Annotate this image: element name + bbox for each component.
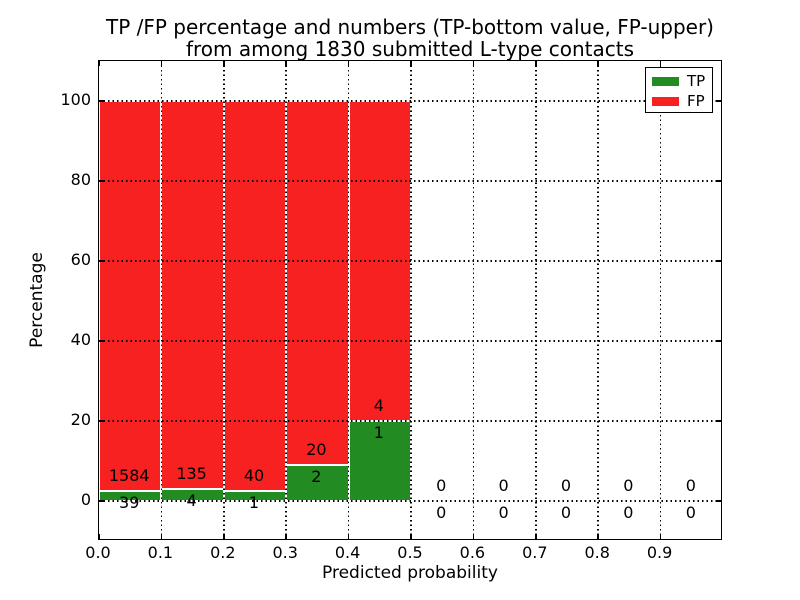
x-tick-mark-top xyxy=(98,61,100,66)
chart-title-line2: from among 1830 submitted L-type contact… xyxy=(185,37,635,61)
fp-bar-segment xyxy=(161,101,224,490)
y-tick-mark-right xyxy=(716,260,721,262)
x-tick-mark-top xyxy=(659,61,662,66)
x-tick-mark-top xyxy=(223,61,225,66)
tp-count-label: 1 xyxy=(373,423,384,442)
tp-count-label: 0 xyxy=(685,503,696,522)
chart-title-line1: TP /FP percentage and numbers (TP-bottom… xyxy=(106,15,714,39)
x-tick-label: 0.7 xyxy=(522,543,548,562)
x-tick-mark-top xyxy=(160,61,163,66)
x-tick-mark xyxy=(535,534,537,539)
vertical-gridline xyxy=(659,61,662,539)
tp-count-label: 1 xyxy=(248,493,260,513)
horizontal-gridline xyxy=(99,260,721,262)
x-tick-mark xyxy=(472,534,475,539)
vertical-gridline xyxy=(410,61,412,539)
legend-entry-tp: TP xyxy=(646,71,712,91)
y-tick-mark xyxy=(99,180,104,182)
plot-area xyxy=(98,60,722,540)
horizontal-gridline xyxy=(99,420,721,422)
fp-bar-segment xyxy=(223,101,287,492)
y-tick-mark xyxy=(99,340,104,342)
vertical-gridline xyxy=(597,61,599,539)
x-tick-mark-top xyxy=(472,61,475,66)
x-tick-mark xyxy=(98,534,100,539)
tp-count-label: 2 xyxy=(311,466,322,486)
y-tick-mark-right xyxy=(716,500,721,502)
legend-entry-fp: FP xyxy=(646,91,712,111)
vertical-gridline xyxy=(160,61,163,539)
x-tick-mark-top xyxy=(535,61,537,66)
y-tick-label: 0 xyxy=(80,490,91,509)
vertical-gridline xyxy=(347,61,350,539)
y-tick-mark xyxy=(99,100,104,102)
vertical-gridline xyxy=(535,61,537,539)
tp-count-label: 4 xyxy=(186,491,197,511)
vertical-gridline xyxy=(223,61,225,539)
x-tick-mark-top xyxy=(285,61,287,66)
x-tick-mark xyxy=(223,534,225,539)
horizontal-gridline xyxy=(99,500,721,502)
x-tick-label: 0.8 xyxy=(584,543,610,562)
fp-count-label: 135 xyxy=(176,464,207,484)
tp-count-label: 0 xyxy=(498,503,509,522)
fp-count-label: 20 xyxy=(306,439,327,459)
fp-count-label: 1584 xyxy=(108,466,150,486)
x-axis-label: Predicted probability xyxy=(322,563,498,583)
x-tick-label: 0.2 xyxy=(210,543,236,562)
x-tick-label: 0.9 xyxy=(646,543,673,562)
y-tick-mark-right xyxy=(716,420,721,422)
y-tick-label: 20 xyxy=(70,410,91,429)
tp-count-label: 39 xyxy=(119,493,140,513)
x-tick-label: 0.0 xyxy=(85,543,111,562)
y-tick-mark xyxy=(99,260,104,262)
fp-count-label: 0 xyxy=(498,476,509,495)
tp-count-label: 0 xyxy=(436,503,447,522)
tp-color-swatch xyxy=(652,76,679,86)
vertical-gridline xyxy=(285,61,287,539)
x-tick-label: 0.3 xyxy=(272,543,298,562)
fp-count-label: 0 xyxy=(436,476,447,495)
x-tick-mark xyxy=(347,534,350,539)
y-tick-label: 60 xyxy=(70,250,91,269)
y-tick-label: 100 xyxy=(60,90,91,109)
x-tick-label: 0.4 xyxy=(334,543,361,562)
x-tick-mark xyxy=(659,534,662,539)
fp-count-label: 0 xyxy=(685,476,696,495)
fp-bar-segment xyxy=(99,101,162,492)
y-tick-label: 80 xyxy=(70,170,91,189)
y-tick-mark-right xyxy=(716,100,721,102)
x-tick-label: 0.5 xyxy=(397,543,423,562)
fp-count-label: 0 xyxy=(560,476,572,495)
y-tick-mark-right xyxy=(716,180,721,182)
legend-label-fp: FP xyxy=(687,91,705,110)
x-tick-label: 0.1 xyxy=(147,543,174,562)
horizontal-gridline xyxy=(99,340,721,342)
x-tick-mark xyxy=(597,534,599,539)
y-tick-label: 40 xyxy=(70,330,91,349)
vertical-gridline xyxy=(472,61,475,539)
x-tick-mark xyxy=(160,534,163,539)
x-tick-mark-top xyxy=(597,61,599,66)
horizontal-gridline xyxy=(99,100,721,102)
horizontal-gridline xyxy=(99,180,721,182)
fp-count-label: 40 xyxy=(243,466,265,486)
x-tick-mark-top xyxy=(410,61,412,66)
fp-color-swatch xyxy=(652,96,679,106)
x-tick-mark xyxy=(285,534,287,539)
fp-count-label: 0 xyxy=(623,476,634,495)
y-tick-mark xyxy=(99,420,104,422)
x-tick-mark xyxy=(410,534,412,539)
tp-count-label: 0 xyxy=(623,503,634,522)
fp-count-label: 4 xyxy=(373,396,384,415)
x-tick-mark-top xyxy=(347,61,350,66)
legend-label-tp: TP xyxy=(687,71,706,90)
tp-count-label: 0 xyxy=(560,503,572,522)
legend: TP FP xyxy=(645,67,713,113)
y-tick-mark-right xyxy=(716,340,721,342)
x-tick-label: 0.6 xyxy=(459,543,486,562)
y-tick-mark xyxy=(99,500,104,502)
fp-bar-segment xyxy=(286,101,349,465)
